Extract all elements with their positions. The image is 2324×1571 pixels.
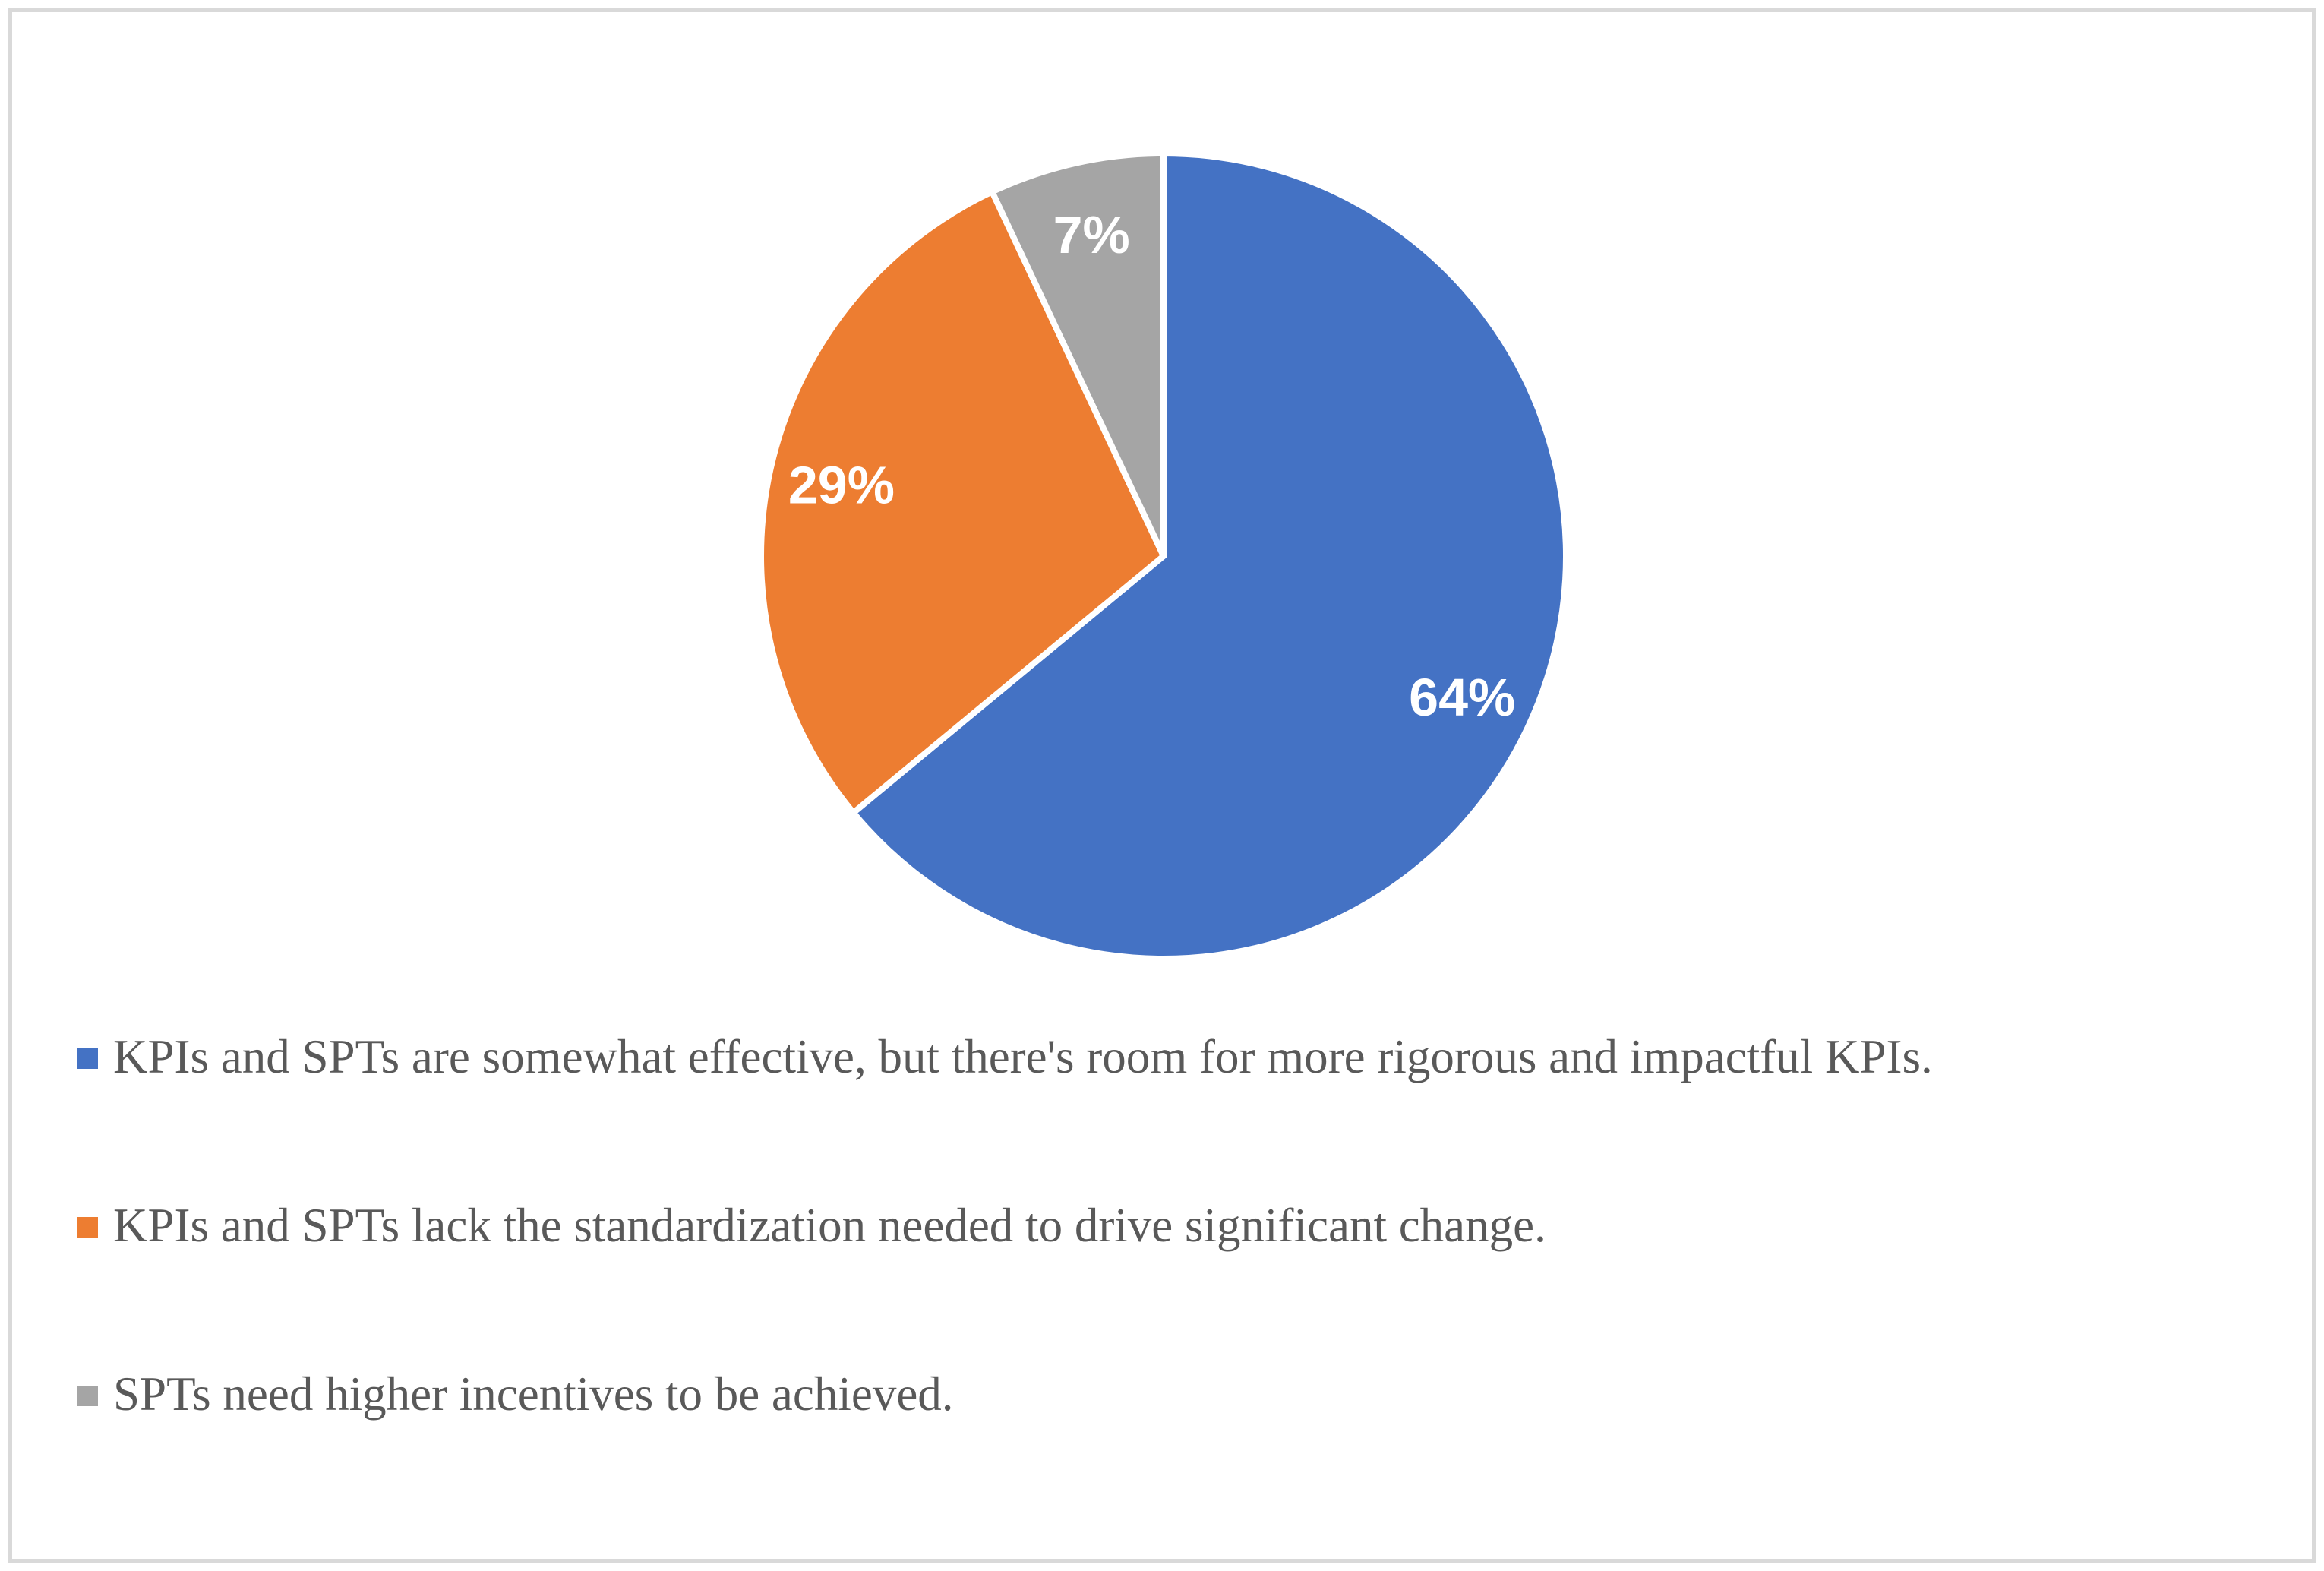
legend-item: KPIs and SPTs are somewhat effective, bu… xyxy=(77,1029,1933,1085)
legend-label: KPIs and SPTs are somewhat effective, bu… xyxy=(113,1030,1933,1083)
pie-data-label: 7% xyxy=(1053,205,1130,264)
legend: KPIs and SPTs are somewhat effective, bu… xyxy=(77,1029,1933,1535)
pie-data-label: 64% xyxy=(1409,668,1515,727)
pie-slice-2 xyxy=(988,150,1167,558)
pie-slice-0 xyxy=(848,150,1569,962)
legend-marker xyxy=(77,1216,98,1238)
pie-data-label: 29% xyxy=(788,455,895,514)
legend-label: KPIs and SPTs lack the standardization n… xyxy=(113,1199,1546,1252)
legend-label: SPTs need higher incentives to be achiev… xyxy=(113,1367,954,1421)
legend-item: SPTs need higher incentives to be achiev… xyxy=(77,1366,1933,1422)
legend-item: KPIs and SPTs lack the standardization n… xyxy=(77,1197,1933,1253)
legend-marker xyxy=(77,1385,98,1406)
legend-marker xyxy=(77,1048,98,1069)
